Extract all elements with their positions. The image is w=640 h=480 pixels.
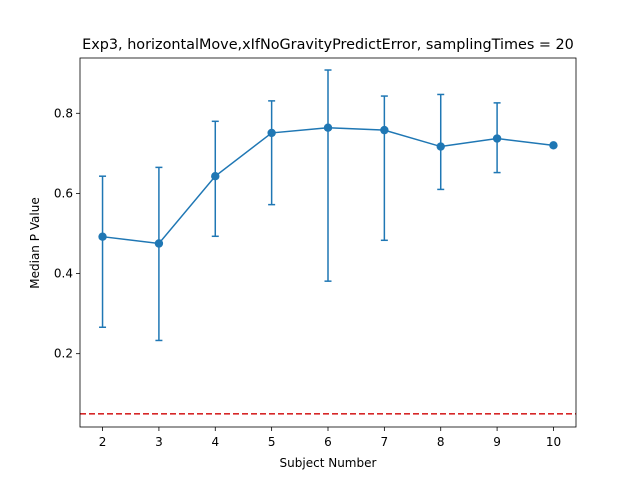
plot-area: 2 3 4 5 6 7 8 9 10 0.2 0.4 0.6 0.8 bbox=[54, 57, 577, 449]
y-tick-label: 0.8 bbox=[54, 106, 73, 120]
data-point bbox=[154, 239, 164, 248]
x-tick-label: 8 bbox=[437, 435, 445, 449]
data-point bbox=[98, 232, 107, 241]
x-tick-label: 10 bbox=[546, 435, 561, 449]
y-tick-label: 0.2 bbox=[54, 347, 73, 361]
data-point bbox=[380, 125, 389, 135]
data-point bbox=[436, 142, 445, 151]
x-tick-label: 3 bbox=[155, 435, 163, 449]
x-tick-label: 7 bbox=[381, 435, 389, 449]
data-point bbox=[211, 171, 220, 181]
x-tick-label: 6 bbox=[324, 435, 332, 449]
y-tick-label: 0.4 bbox=[54, 267, 73, 281]
y-axis-label: Median P Value bbox=[28, 197, 42, 288]
x-tick-label: 4 bbox=[211, 435, 219, 449]
x-tick-label: 2 bbox=[99, 435, 107, 449]
axes-frame bbox=[79, 57, 577, 428]
data-point bbox=[549, 141, 558, 150]
x-tick-label: 5 bbox=[268, 435, 276, 449]
y-tick-label: 0.6 bbox=[54, 186, 73, 200]
chart-title: Exp3, horizontalMove,xIfNoGravityPredict… bbox=[82, 37, 574, 53]
data-point bbox=[267, 128, 276, 138]
x-tick-label: 9 bbox=[493, 435, 501, 449]
x-axis-label: Subject Number bbox=[280, 456, 377, 470]
data-point bbox=[492, 134, 502, 143]
data-point bbox=[323, 123, 333, 132]
